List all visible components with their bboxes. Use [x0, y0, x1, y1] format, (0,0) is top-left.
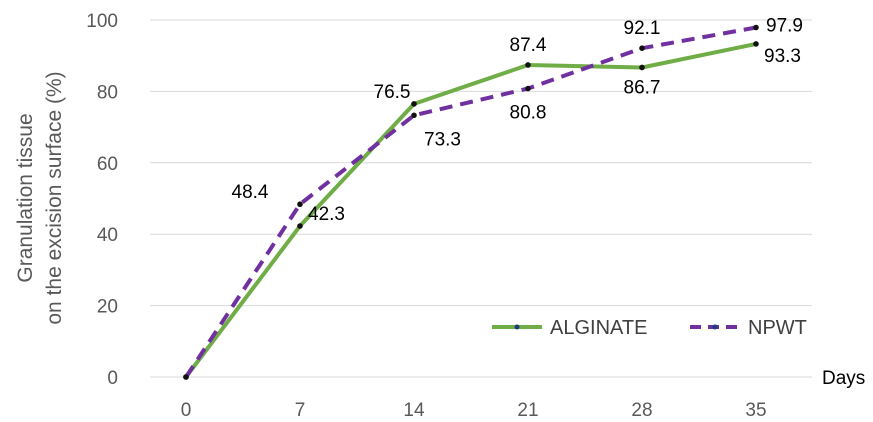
legend-label-npwt: NPWT — [748, 317, 807, 339]
data-point — [411, 112, 417, 119]
data-point — [525, 85, 531, 92]
x-tick-label: 0 — [181, 400, 192, 421]
y-tick-label: 80 — [97, 82, 118, 103]
data-points — [183, 24, 759, 380]
data-point — [639, 45, 645, 52]
y-tick-label: 0 — [107, 368, 118, 389]
data-point — [183, 374, 189, 380]
x-tick-label: 35 — [745, 400, 766, 421]
data-point — [525, 62, 531, 68]
y-axis-title-line2: on the excision surface (%) — [43, 71, 66, 324]
data-label: 76.5 — [374, 82, 411, 103]
y-axis-ticks: 0 20 40 60 80 100 — [86, 11, 118, 389]
data-point — [297, 223, 303, 229]
data-label: 86.7 — [624, 77, 661, 98]
legend: ALGINATE NPWT — [492, 317, 807, 339]
y-axis-title-line1: Granulation tissue — [14, 113, 37, 282]
data-point — [753, 24, 759, 31]
legend-label-alginate: ALGINATE — [550, 317, 647, 339]
y-tick-label: 20 — [97, 297, 118, 318]
x-axis-ticks: 0 7 14 21 28 35 — [181, 400, 767, 421]
data-label: 93.3 — [764, 46, 801, 67]
data-label: 42.3 — [308, 204, 345, 225]
data-label: 73.3 — [424, 129, 461, 150]
x-tick-label: 21 — [517, 400, 538, 421]
legend-marker — [514, 324, 520, 330]
y-tick-label: 60 — [97, 154, 118, 175]
y-tick-label: 100 — [86, 11, 118, 32]
data-label: 97.9 — [766, 15, 803, 36]
data-point — [297, 201, 303, 208]
data-point — [753, 41, 759, 47]
data-labels: 42.3 76.5 87.4 86.7 93.3 48.4 73.3 80.8 92.1 97.9 — [232, 15, 803, 224]
legend-marker — [712, 324, 718, 330]
data-label: 48.4 — [232, 182, 269, 203]
series-line-npwt — [184, 25, 757, 379]
y-tick-label: 40 — [97, 225, 118, 246]
x-axis-title: Days — [822, 368, 865, 389]
x-tick-label: 7 — [295, 400, 306, 421]
x-tick-label: 14 — [403, 400, 425, 421]
x-tick-label: 28 — [631, 400, 652, 421]
data-label: 87.4 — [510, 35, 547, 56]
series-lines — [184, 25, 758, 379]
gridlines — [150, 19, 812, 378]
data-label: 92.1 — [624, 18, 661, 39]
series-line-alginate — [184, 41, 758, 379]
data-point — [639, 64, 645, 71]
data-point — [411, 101, 417, 107]
data-label: 80.8 — [510, 103, 547, 124]
